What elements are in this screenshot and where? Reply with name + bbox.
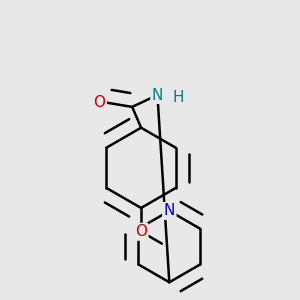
Text: H: H — [172, 91, 184, 106]
Text: N: N — [152, 88, 163, 103]
Text: N: N — [164, 203, 175, 218]
Text: O: O — [94, 95, 106, 110]
Text: O: O — [135, 224, 147, 239]
